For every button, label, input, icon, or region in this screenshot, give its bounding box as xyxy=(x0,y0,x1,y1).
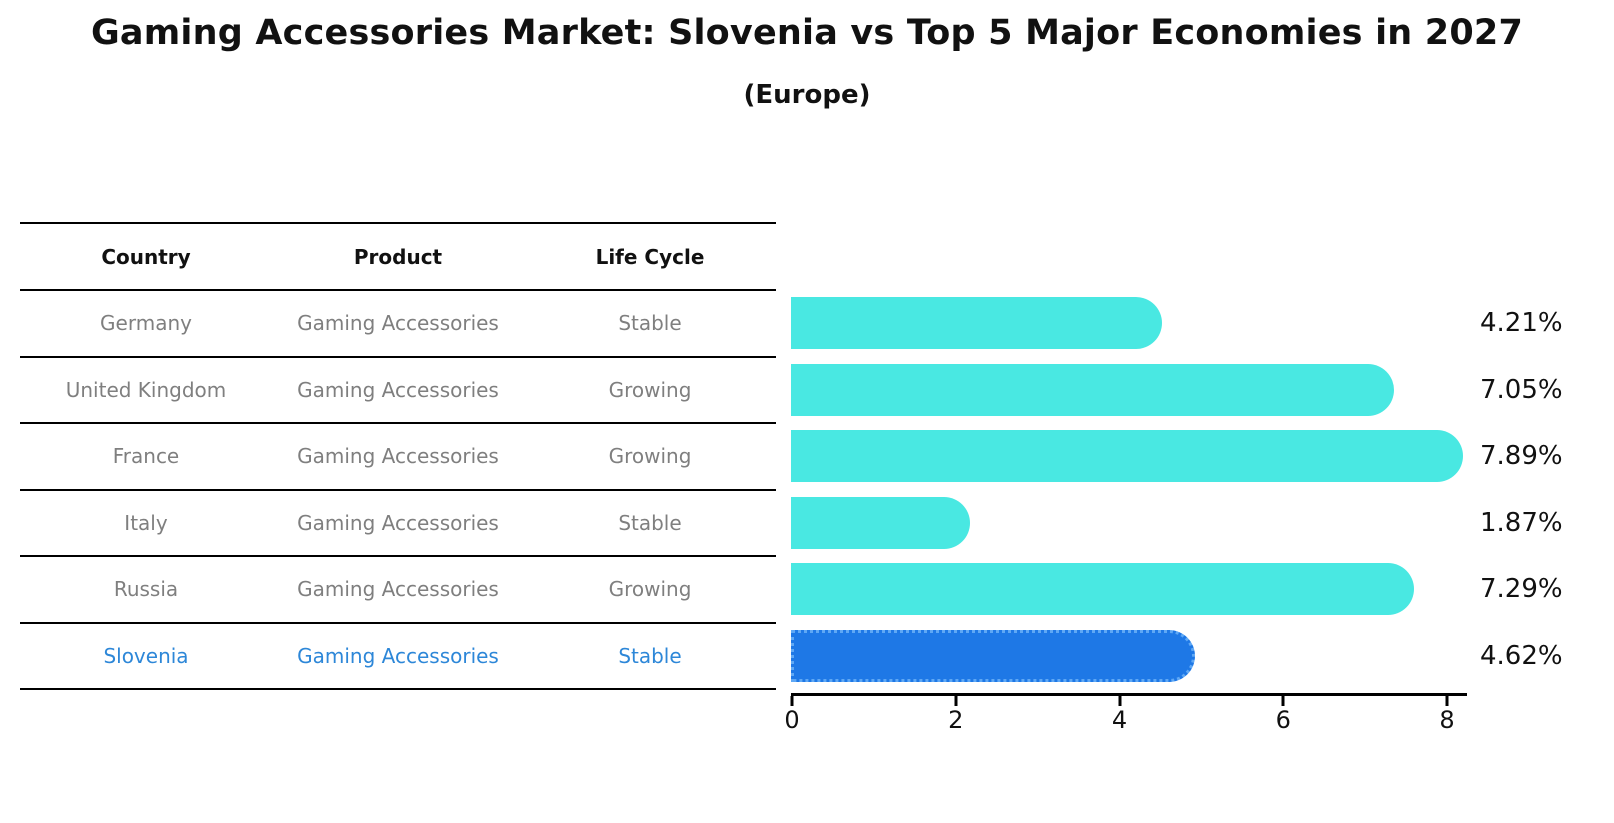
cell-country: Germany xyxy=(100,311,192,336)
x-axis-tick xyxy=(1445,696,1449,706)
value-label-russia: 7.29% xyxy=(1480,574,1563,605)
x-axis-tick xyxy=(1281,696,1285,706)
column-header-life-cycle: Life Cycle xyxy=(595,244,705,269)
cell-country: France xyxy=(112,444,180,469)
bar-band xyxy=(791,290,1491,357)
cell-life-cycle: Growing xyxy=(608,444,692,469)
value-label-italy: 1.87% xyxy=(1480,507,1563,538)
cell-country: Russia xyxy=(113,577,179,602)
table-header-row: Country Product Life Cycle xyxy=(20,224,776,291)
x-axis-tick xyxy=(954,696,958,706)
cell-product: Gaming Accessories xyxy=(297,643,499,668)
value-label-united-kingdom: 7.05% xyxy=(1480,374,1563,405)
bar-united-kingdom xyxy=(791,363,1395,416)
table-row: France Gaming Accessories Growing xyxy=(20,424,776,491)
bar-band xyxy=(791,423,1491,490)
cell-life-cycle: Stable xyxy=(618,643,682,668)
cell-life-cycle: Stable xyxy=(618,510,682,535)
column-header-country: Country xyxy=(101,244,191,269)
x-tick-label: 4 xyxy=(1111,706,1128,734)
value-label-slovenia: 4.62% xyxy=(1480,640,1563,671)
cell-country: United Kingdom xyxy=(65,377,227,402)
x-axis-tick xyxy=(1118,696,1121,706)
cell-product: Gaming Accessories xyxy=(297,510,499,535)
bar-band xyxy=(791,556,1491,623)
x-axis-line xyxy=(791,693,1467,696)
chart-subtitle: (Europe) xyxy=(743,80,871,110)
cell-life-cycle: Stable xyxy=(618,311,682,336)
value-label-germany: 4.21% xyxy=(1480,308,1563,339)
cell-country: Italy xyxy=(124,510,168,535)
bar-band xyxy=(791,357,1491,424)
cell-life-cycle: Growing xyxy=(608,577,692,602)
x-tick-label: 2 xyxy=(948,706,964,734)
table-row: Italy Gaming Accessories Stable xyxy=(20,491,776,557)
cell-product: Gaming Accessories xyxy=(297,311,499,336)
cell-country: Slovenia xyxy=(103,643,189,668)
column-header-product: Product xyxy=(353,244,443,269)
bar-band xyxy=(791,623,1491,690)
cell-product: Gaming Accessories xyxy=(297,577,499,602)
bar-band xyxy=(791,490,1491,557)
x-axis-tick xyxy=(790,696,794,706)
x-tick-label: 8 xyxy=(1439,706,1455,734)
x-tick-label: 0 xyxy=(784,706,800,734)
bar-russia xyxy=(791,563,1414,615)
table-row: Russia Gaming Accessories Growing xyxy=(20,557,776,624)
bar-slovenia xyxy=(791,629,1196,682)
cell-product: Gaming Accessories xyxy=(297,444,499,469)
x-tick-label: 6 xyxy=(1275,706,1291,734)
cell-product: Gaming Accessories xyxy=(297,377,499,402)
bar-germany xyxy=(791,297,1162,349)
country-table: Country Product Life Cycle Germany Gamin… xyxy=(20,222,776,690)
bar-france xyxy=(791,430,1463,482)
table-row: Germany Gaming Accessories Stable xyxy=(20,291,776,358)
bar-italy xyxy=(791,496,971,549)
table-row-highlighted: Slovenia Gaming Accessories Stable xyxy=(20,624,776,690)
chart-title: Gaming Accessories Market: Slovenia vs T… xyxy=(90,13,1524,53)
value-label-france: 7.89% xyxy=(1480,441,1563,472)
table-row: United Kingdom Gaming Accessories Growin… xyxy=(20,358,776,424)
bar-plot-area xyxy=(791,290,1491,689)
cell-life-cycle: Growing xyxy=(608,377,692,402)
